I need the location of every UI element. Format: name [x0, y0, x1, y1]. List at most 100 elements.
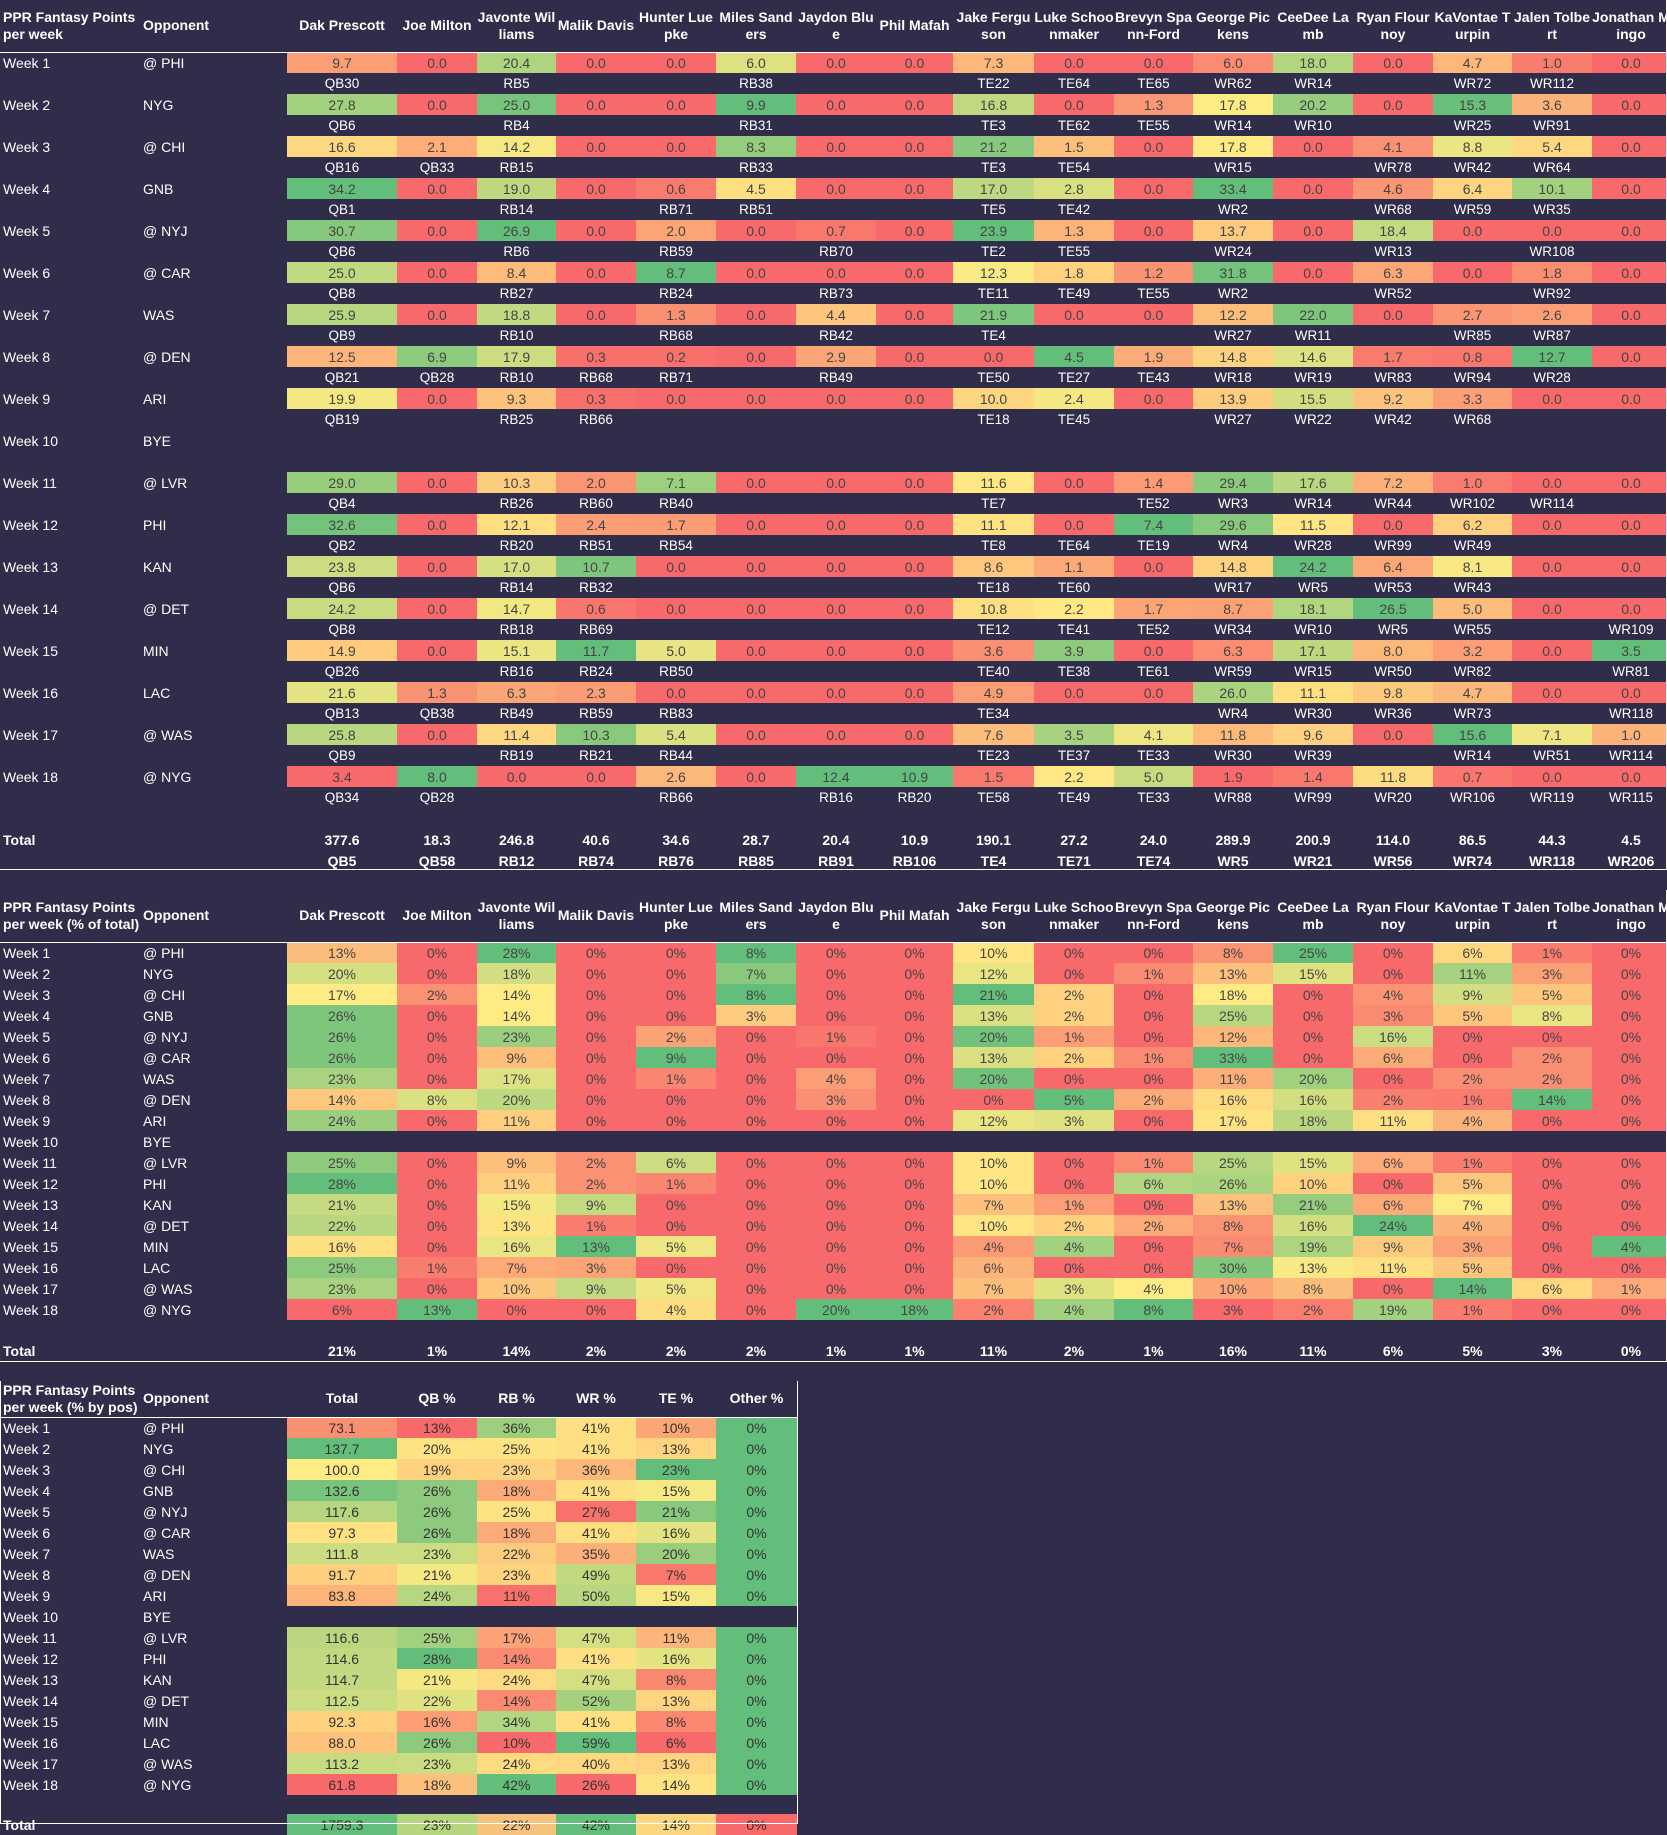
- position-percent-cell: 0%: [716, 1690, 797, 1711]
- week-row: Week 15 MIN 16% 0% 16% 13% 5% 0% 0% 0% 4% 4% 0% 7% 19%…: [0, 1236, 1667, 1257]
- percent-cell: 6%: [636, 1152, 716, 1173]
- rank-cell: RB38: [739, 76, 773, 91]
- rank-cell: [1512, 535, 1592, 556]
- percent-cell: 20%: [953, 1068, 1034, 1089]
- percent-cell: 0%: [1592, 1173, 1667, 1194]
- points-cell: 12.5: [287, 346, 397, 367]
- points-cell: 0.0: [1353, 724, 1433, 745]
- rank-cell: WR68: [1453, 412, 1492, 427]
- percent-cell: 0%: [1114, 1110, 1193, 1131]
- week-label: Week 16: [3, 1259, 58, 1276]
- percent-cell: 0%: [397, 1152, 477, 1173]
- rank-cell: WR27: [1214, 328, 1252, 343]
- rank-cell: QB4: [328, 496, 356, 511]
- week-row: Week 10 BYE: [0, 1131, 1667, 1152]
- points-cell: 8.0: [397, 766, 477, 787]
- percent-cell: [1433, 1131, 1512, 1152]
- column-header: RB %: [498, 1390, 535, 1407]
- week-row: Week 6 @ CAR 25.0 0.0 8.4 0.0 8.7 0.0 0.0 0.0 12.3…: [0, 262, 1667, 283]
- percent-cell: 5%: [1433, 1005, 1512, 1026]
- points-cell: 0.0: [876, 472, 953, 493]
- rank-cell: RB70: [819, 244, 853, 259]
- opponent-cell: @ DEN: [143, 1566, 191, 1583]
- position-percent-cell: 24%: [477, 1753, 556, 1774]
- position-percent-cell: 6%: [636, 1732, 716, 1753]
- points-cell: 0.0: [636, 388, 716, 409]
- rank-spacer: [140, 619, 287, 640]
- total-cell: 44.3: [1538, 831, 1566, 848]
- percent-cell: 1%: [1034, 1026, 1114, 1047]
- opponent-cell: GNB: [143, 1482, 174, 1499]
- points-cell: 0.0: [1433, 262, 1512, 283]
- opponent-header: Opponent: [143, 17, 210, 34]
- percent-cell: 15%: [1273, 1152, 1353, 1173]
- percent-cell: 0%: [716, 1215, 796, 1236]
- rank-cell: [397, 73, 477, 94]
- percent-cell: 0%: [556, 1026, 636, 1047]
- total-cell: 2%: [1063, 1342, 1085, 1359]
- rank-cell: QB28: [419, 370, 455, 385]
- rank-cell: WR55: [1453, 622, 1492, 637]
- week-row: Week 1 @ PHI 13% 0% 28% 0% 0% 8% 0% 0% 10% 0% 0% 8% 25…: [0, 942, 1667, 963]
- week-label: Week 10: [3, 1608, 58, 1625]
- position-percent-cell: 23%: [397, 1543, 477, 1564]
- points-cell: 0.0: [1353, 94, 1433, 115]
- points-cell: 12.3: [953, 262, 1034, 283]
- points-cell: 0.0: [397, 556, 477, 577]
- rank-cell: TE37: [1057, 748, 1091, 763]
- rank-cell: TE33: [1137, 790, 1170, 805]
- column-header: Ryan Flournoy: [1356, 898, 1430, 932]
- column-header: Phil Mafah: [879, 17, 950, 34]
- points-cell: [477, 430, 556, 451]
- position-percent-cell: 0%: [716, 1417, 797, 1438]
- rank-cell: RB15: [499, 160, 534, 175]
- percent-cell: 5%: [1433, 1173, 1512, 1194]
- opponent-cell: @ CHI: [143, 138, 186, 155]
- opponent-cell: @ WAS: [143, 726, 193, 743]
- points-cell: 29.4: [1193, 472, 1273, 493]
- points-cell: 2.6: [636, 766, 716, 787]
- position-percent-cell: [716, 1606, 797, 1627]
- percent-cell: 0%: [716, 1194, 796, 1215]
- rank-cell: WR11: [1294, 328, 1332, 343]
- percent-cell: 0%: [636, 984, 716, 1005]
- points-cell: 6.3: [1353, 262, 1433, 283]
- rank-cell: WR30: [1294, 706, 1332, 721]
- points-cell: 18.1: [1273, 598, 1353, 619]
- percent-cell: 8%: [716, 942, 796, 963]
- rank-cell: [716, 451, 796, 472]
- percent-cell: [1114, 1131, 1193, 1152]
- rank-cell: [1273, 157, 1353, 178]
- rank-row: QB30 RB5 RB38 TE22 TE64 TE65 WR62 WR14 WR72 WR112: [0, 73, 1667, 94]
- points-cell: 4.1: [1114, 724, 1193, 745]
- points-cell: [1193, 430, 1273, 451]
- rank-cell: TE64: [1057, 538, 1091, 553]
- rank-cell: [1512, 451, 1592, 472]
- percent-cell: 7%: [953, 1278, 1034, 1299]
- rank-cell: [876, 745, 953, 766]
- rank-cell: RB83: [659, 706, 693, 721]
- points-cell: 11.1: [1273, 682, 1353, 703]
- percent-cell: 16%: [1353, 1026, 1433, 1047]
- points-cell: 0.0: [397, 472, 477, 493]
- position-percent-cell: 41%: [556, 1417, 636, 1438]
- points-cell: 0.0: [1592, 598, 1667, 619]
- rank-spacer: [140, 535, 287, 556]
- rank-cell: WR30: [1214, 748, 1252, 763]
- rank-cell: [556, 199, 636, 220]
- total-spacer: [140, 1340, 287, 1361]
- week-label: Week 14: [3, 1217, 58, 1234]
- total-cell: 190.1: [975, 831, 1012, 848]
- rank-cell: [796, 409, 876, 430]
- percent-cell: 13%: [953, 1005, 1034, 1026]
- points-cell: 33.4: [1193, 178, 1273, 199]
- column-header: Total: [325, 1390, 359, 1407]
- week-label: Week 14: [3, 1692, 58, 1709]
- rank-spacer: [140, 451, 287, 472]
- rank-cell: [1114, 409, 1193, 430]
- percent-cell: 0%: [1512, 1299, 1592, 1320]
- rank-cell: [1034, 325, 1114, 346]
- rank-cell: QB9: [328, 328, 356, 343]
- points-cell: 6.4: [1353, 556, 1433, 577]
- rank-cell: QB6: [328, 244, 356, 259]
